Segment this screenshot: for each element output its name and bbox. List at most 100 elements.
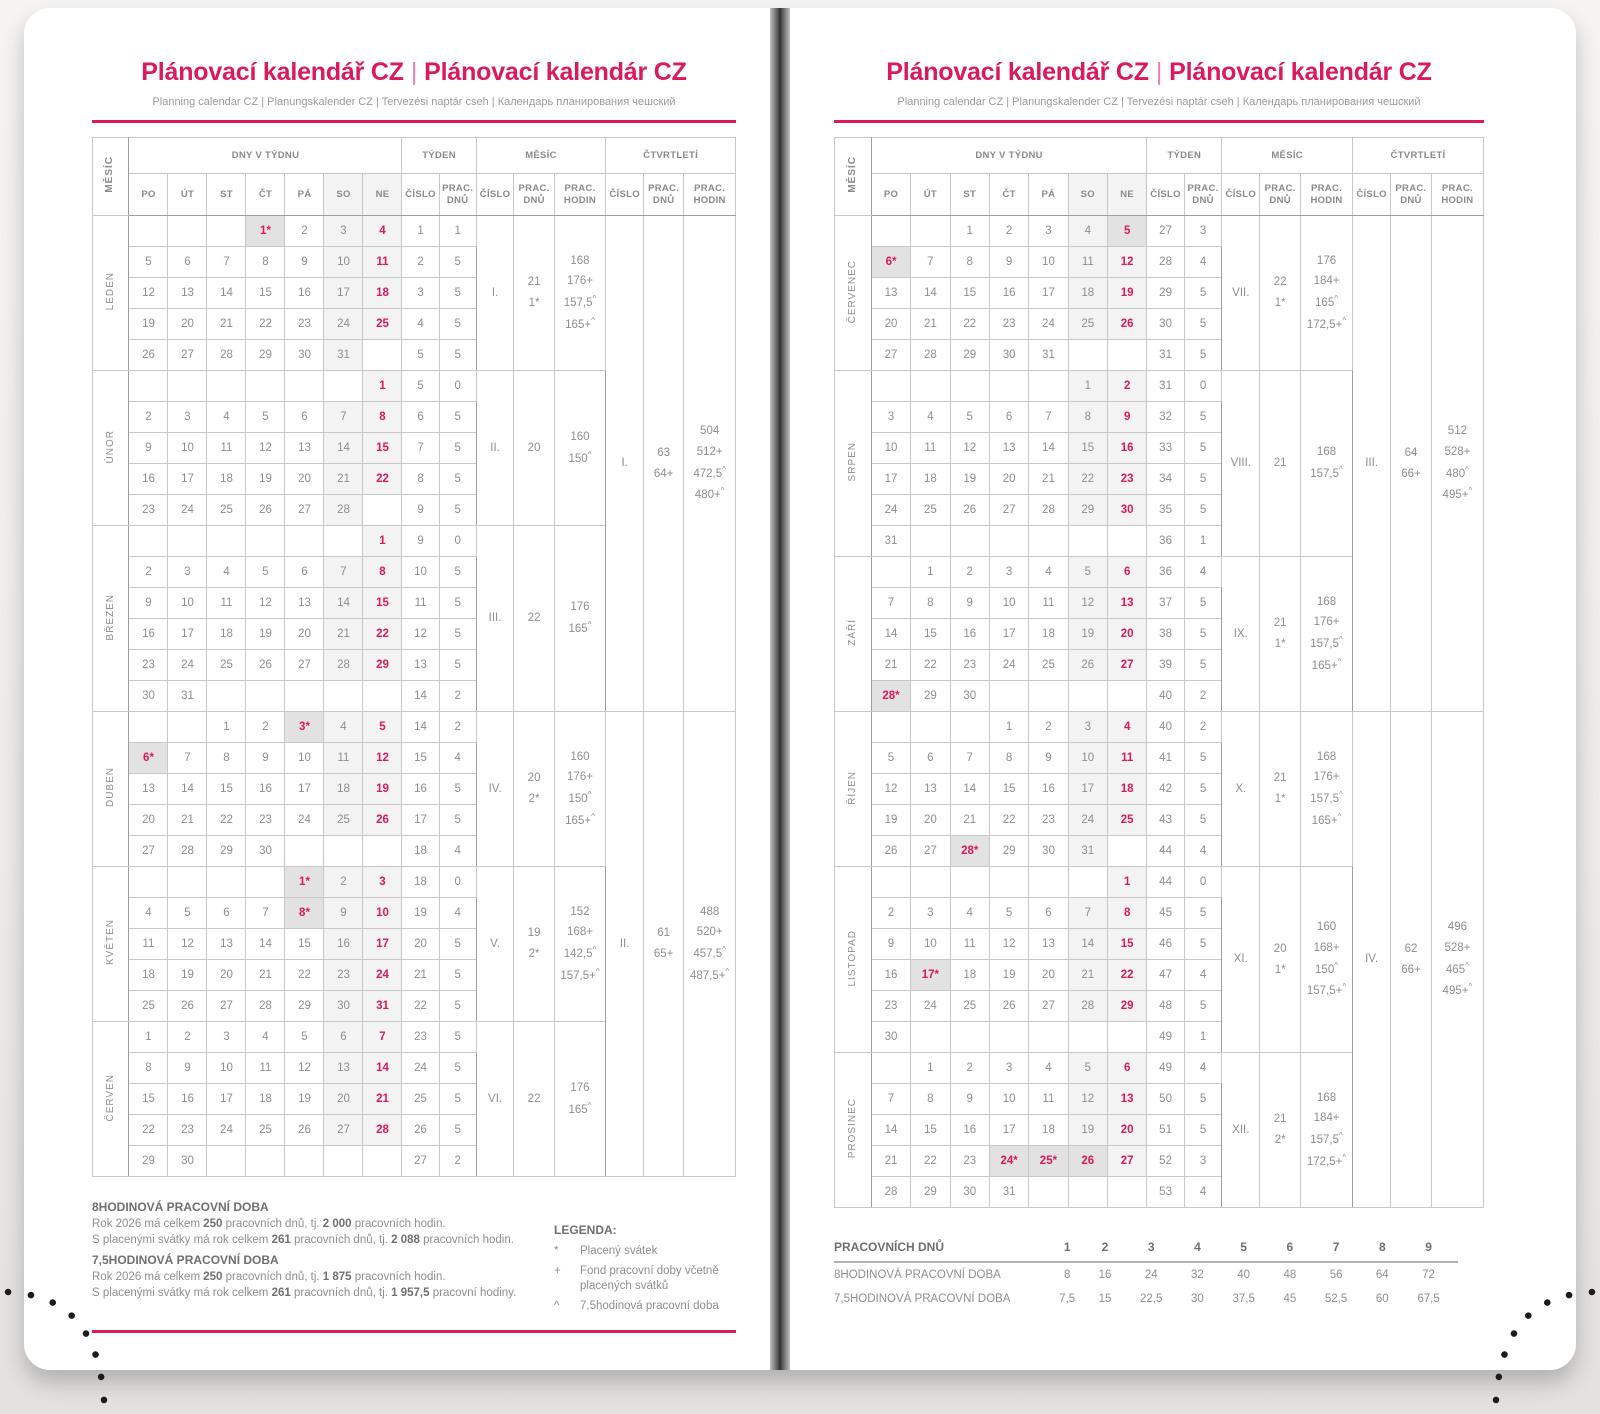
week-number-cell: 51 [1146, 1114, 1185, 1146]
month-number-cell: III. [475, 525, 515, 712]
day-cell: 23 [167, 1114, 208, 1146]
day-cell: 26 [128, 339, 169, 371]
grid-value: 48 [1283, 1269, 1297, 1281]
number-subheader: ČÍSLO [475, 173, 515, 216]
day-cell: 24 [870, 494, 912, 526]
day-cell [1106, 339, 1148, 371]
day-cell: 1* [245, 215, 286, 247]
day-cell: 6 [988, 401, 1030, 433]
day-cell: 23 [1106, 463, 1148, 495]
week-workdays-cell: 5 [1183, 649, 1223, 681]
day-cell: 29 [362, 649, 403, 681]
month-workhours-cell: 168 184+ 157,5^ 172,5+^ [1299, 1052, 1354, 1208]
day-cell [910, 1021, 951, 1053]
worktime-line: S placenými svátky má rok celkem 261 pra… [92, 1234, 514, 1246]
day-cell: 8 [988, 742, 1030, 774]
day-cell: 8 [1106, 897, 1148, 929]
day-cell: 28 [1067, 990, 1108, 1022]
day-cell: 29 [988, 835, 1030, 867]
day-cell: 21 [323, 618, 364, 650]
quarter-workdays-cell: 63 64+ [643, 215, 685, 712]
day-cell: 20 [910, 804, 951, 836]
day-cell: 4 [1028, 556, 1069, 588]
day-cell: 15 [245, 277, 286, 309]
week-number-cell: 27 [401, 1145, 440, 1177]
day-cell [245, 1145, 286, 1177]
week-workdays-cell: 5 [1183, 401, 1223, 433]
days-group-header: DNY V TÝDNU [128, 137, 403, 174]
day-cell: 20 [128, 804, 169, 836]
quarter-number-cell: II. [605, 711, 645, 1177]
day-cell: 14 [362, 1052, 403, 1084]
quarter-number-cell: IV. [1352, 711, 1392, 1208]
day-cell: 7 [362, 1021, 403, 1053]
day-name-header: PO [870, 173, 912, 216]
number-subheader: ČÍSLO [1221, 173, 1261, 216]
day-cell: 28 [870, 1176, 912, 1208]
day-cell: 17 [206, 1083, 247, 1115]
day-cell: 15 [1106, 928, 1148, 960]
day-cell: 2 [988, 215, 1030, 247]
day-cell [128, 215, 169, 247]
day-cell: 8 [245, 246, 286, 278]
day-cell [1067, 525, 1108, 557]
day-cell: 13 [128, 773, 169, 805]
week-number-cell: 36 [1146, 525, 1185, 557]
day-cell: 10 [167, 432, 208, 464]
month-workhours-cell: 168 176+ 157,5^ 165+^ [1299, 556, 1354, 712]
day-cell [870, 711, 912, 743]
day-name-header: ČT [245, 173, 286, 216]
day-cell: 2 [284, 215, 325, 247]
month-label: ZÁŘÍ [834, 556, 872, 712]
workhours-subheader: PRAC. HODIN [683, 173, 736, 216]
week-number-cell: 48 [1146, 990, 1185, 1022]
month-workdays-cell: 21 1* [1259, 711, 1301, 867]
day-cell: 26 [1106, 308, 1148, 340]
day-cell [910, 215, 951, 247]
day-cell: 15 [284, 928, 325, 960]
calendar-table-right: MĚSÍC DNY V TÝDNU TÝDEN MĚSÍC ČTVRTLETÍ PO ÚT S… [834, 137, 1485, 1208]
day-cell: 23 [284, 308, 325, 340]
day-cell: 21 [870, 1145, 912, 1177]
day-cell: 22 [988, 804, 1030, 836]
week-row: 7 8 9 10 11 12 13 50 5 [835, 1083, 1484, 1115]
day-cell [245, 680, 286, 712]
week-number-cell: 41 [1146, 742, 1185, 774]
day-cell: 21 [949, 804, 990, 836]
day-cell: 8 [362, 401, 403, 433]
day-cell: 16 [949, 1114, 990, 1146]
day-cell: 3* [284, 711, 325, 743]
day-cell: 3 [323, 215, 364, 247]
day-cell: 15 [910, 1114, 951, 1146]
quarter-group-header: ČTVRTLETÍ [605, 137, 736, 174]
day-cell [949, 370, 990, 402]
day-cell [1067, 680, 1108, 712]
day-cell [323, 525, 364, 557]
day-cell [949, 525, 990, 557]
week-workdays-cell: 5 [1183, 618, 1223, 650]
day-cell: 22 [128, 1114, 169, 1146]
week-row: ZÁŘÍ 1 2 3 4 5 6 36 4 IX. 21 1* 168 176+ 157,5^ 165+^ [834, 556, 1484, 712]
day-cell: 13 [1028, 928, 1069, 960]
day-cell: 7 [323, 556, 364, 588]
day-cell: 19 [1067, 1114, 1108, 1146]
month-label: LISTOPAD [834, 866, 872, 1053]
week-row: 14 15 16 17 18 19 20 38 5 [835, 618, 1484, 650]
week-row: 18 19 20 21 22 23 24 21 5 [93, 959, 736, 991]
day-cell: 3 [988, 556, 1030, 588]
day-cell: 23 [949, 649, 990, 681]
day-cell: 7 [245, 897, 286, 929]
day-cell: 26 [284, 1114, 325, 1146]
week-workdays-cell: 4 [1183, 1176, 1223, 1208]
week-group-header: TÝDEN [401, 137, 477, 174]
week-workdays-cell: 4 [1183, 246, 1223, 278]
day-cell: 18 [206, 463, 247, 495]
week-workdays-cell: 5 [1183, 308, 1223, 340]
day-cell [1067, 1021, 1108, 1053]
day-cell: 11 [949, 928, 990, 960]
day-cell [870, 370, 912, 402]
week-row: LISTOPAD 1 44 0 XI. 20 1* 160 168+ 150^ 157,5+^ [834, 866, 1484, 1053]
day-cell: 28 [910, 339, 951, 371]
month-label: BŘEZEN [91, 525, 130, 712]
day-cell: 12 [284, 1052, 325, 1084]
